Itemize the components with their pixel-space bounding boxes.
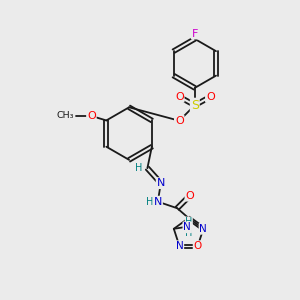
Text: H: H — [185, 228, 192, 238]
Text: S: S — [191, 99, 199, 112]
Text: CH₃: CH₃ — [57, 112, 74, 121]
Text: O: O — [175, 116, 184, 126]
Text: F: F — [192, 28, 198, 38]
Text: N: N — [200, 224, 207, 234]
Text: O: O — [87, 111, 96, 121]
Text: O: O — [194, 241, 202, 251]
Text: H: H — [146, 197, 153, 207]
Text: H: H — [135, 163, 143, 173]
Text: O: O — [206, 92, 215, 102]
Text: N: N — [154, 197, 162, 207]
Text: N: N — [157, 178, 165, 188]
Text: O: O — [175, 92, 184, 102]
Text: H: H — [185, 217, 192, 227]
Text: O: O — [185, 191, 194, 201]
Text: N: N — [176, 241, 183, 251]
Text: N: N — [183, 222, 191, 232]
